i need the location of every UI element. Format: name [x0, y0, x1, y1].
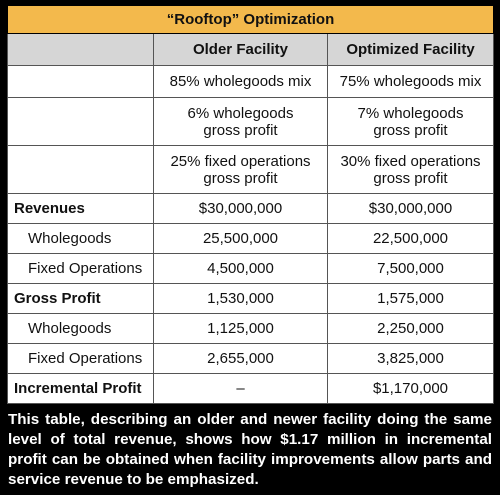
- table: “Rooftop” Optimization Older Facility Op…: [7, 5, 494, 404]
- cell-line: gross profit: [203, 169, 278, 187]
- value-cell: 2,655,000: [153, 343, 328, 374]
- header-cell: Optimized Facility: [327, 33, 494, 66]
- assumption-cell: 30% fixed operations gross profit: [327, 145, 494, 194]
- empty-cell: [7, 97, 154, 146]
- row-label: Fixed Operations: [7, 343, 154, 374]
- row-label: Wholegoods: [7, 223, 154, 254]
- header-row: Older Facility Optimized Facility: [7, 33, 494, 66]
- cell-line: 25% fixed operations: [170, 152, 311, 170]
- value-cell: 25,500,000: [153, 223, 328, 254]
- header-cell: Older Facility: [153, 33, 328, 66]
- assumption-cell: 7% wholegoods gross profit: [327, 97, 494, 146]
- cell-line: gross profit: [373, 121, 448, 139]
- assumption-cell: 25% fixed operations gross profit: [153, 145, 328, 194]
- value-cell: 3,825,000: [327, 343, 494, 374]
- cell-line: 7% wholegoods: [357, 104, 464, 122]
- data-row: Fixed Operations 4,500,000 7,500,000: [7, 253, 494, 284]
- value-cell: 1,530,000: [153, 283, 328, 314]
- assumption-cell: 6% wholegoods gross profit: [153, 97, 328, 146]
- value-cell: 7,500,000: [327, 253, 494, 284]
- assumption-cell: 85% wholegoods mix: [153, 65, 328, 98]
- assumption-cell: 75% wholegoods mix: [327, 65, 494, 98]
- table-body: “Rooftop” Optimization Older Facility Op…: [7, 5, 494, 404]
- assumption-row: 6% wholegoods gross profit 7% wholegoods gr…: [7, 97, 494, 146]
- value-cell: $1,170,000: [327, 373, 494, 404]
- value-cell: 4,500,000: [153, 253, 328, 284]
- assumption-row: 85% wholegoods mix 75% wholegoods mix: [7, 65, 494, 98]
- data-row: Revenues $30,000,000 $30,000,000: [7, 193, 494, 224]
- value-cell: –: [153, 373, 328, 404]
- value-cell: 22,500,000: [327, 223, 494, 254]
- row-label: Gross Profit: [7, 283, 154, 314]
- data-row: Gross Profit 1,530,000 1,575,000: [7, 283, 494, 314]
- table-title: “Rooftop” Optimization: [7, 5, 494, 34]
- data-row: Incremental Profit – $1,170,000: [7, 373, 494, 404]
- row-label: Revenues: [7, 193, 154, 224]
- cell-line: gross profit: [203, 121, 278, 139]
- header-cell: [7, 33, 154, 66]
- title-row: “Rooftop” Optimization: [7, 5, 494, 34]
- row-label: Fixed Operations: [7, 253, 154, 284]
- data-row: Fixed Operations 2,655,000 3,825,000: [7, 343, 494, 374]
- assumption-row: 25% fixed operations gross profit 30% fixe…: [7, 145, 494, 194]
- value-cell: $30,000,000: [327, 193, 494, 224]
- cell-line: 6% wholegoods: [187, 104, 294, 122]
- value-cell: 1,575,000: [327, 283, 494, 314]
- value-cell: $30,000,000: [153, 193, 328, 224]
- row-label: Wholegoods: [7, 313, 154, 344]
- value-cell: 2,250,000: [327, 313, 494, 344]
- empty-cell: [7, 145, 154, 194]
- value-cell: 1,125,000: [153, 313, 328, 344]
- data-row: Wholegoods 1,125,000 2,250,000: [7, 313, 494, 344]
- cell-line: gross profit: [373, 169, 448, 187]
- empty-cell: [7, 65, 154, 98]
- cell-line: 75% wholegoods mix: [339, 73, 482, 90]
- data-row: Wholegoods 25,500,000 22,500,000: [7, 223, 494, 254]
- row-label: Incremental Profit: [7, 373, 154, 404]
- cell-line: 85% wholegoods mix: [169, 73, 312, 90]
- caption: This table, describing an older and newe…: [8, 411, 492, 488]
- cell-line: 30% fixed operations: [340, 152, 481, 170]
